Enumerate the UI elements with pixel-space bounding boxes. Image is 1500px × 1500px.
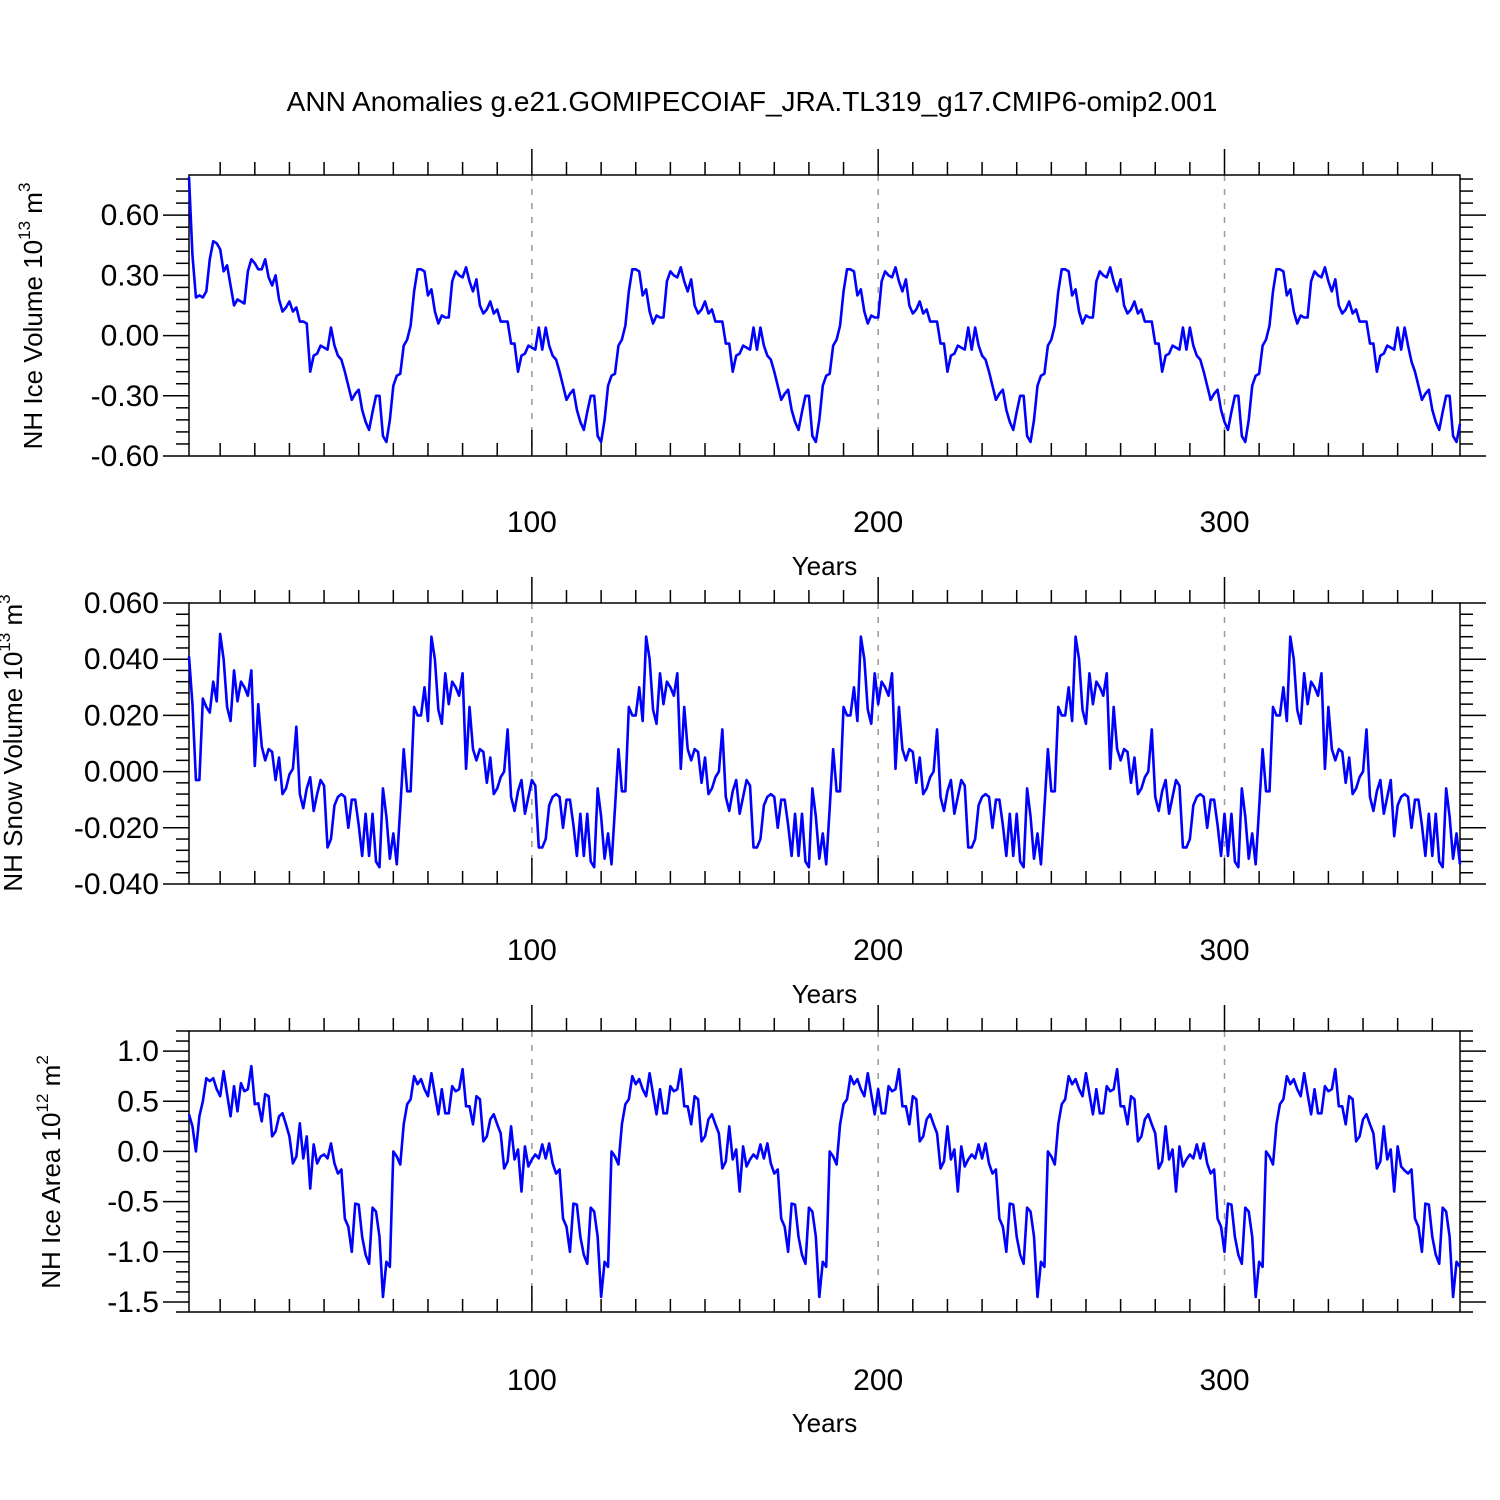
x-tick-label: 100	[507, 1364, 557, 1397]
y-tick-label: -0.30	[91, 380, 159, 413]
y-tick-label: -0.040	[74, 868, 159, 901]
y-tick-label: -0.020	[74, 812, 159, 845]
x-axis-label: Years	[792, 551, 858, 581]
x-tick-label: 200	[853, 506, 903, 539]
y-tick-label: 0.30	[101, 259, 159, 292]
x-tick-label: 200	[853, 934, 903, 967]
y-tick-label: -0.5	[107, 1186, 159, 1219]
plot-frame	[188, 174, 1461, 457]
y-tick-label: 1.0	[117, 1035, 159, 1068]
plot-frame	[188, 602, 1461, 885]
y-tick-label: 0.020	[84, 699, 159, 732]
ice-area-panel: 100 200 300 -1.5 -1.0 -0.5 0.0 0.5 1.0 Years NH Ic…	[33, 1005, 1486, 1438]
x-tick-label: 300	[1199, 1364, 1249, 1397]
y-tick-label: 0.5	[117, 1085, 159, 1118]
y-tick-label: 0.60	[101, 199, 159, 232]
y-tick-label: 0.0	[117, 1135, 159, 1168]
x-tick-label: 300	[1199, 506, 1249, 539]
y-axis-label: NH Ice Area 1012 m2	[33, 1055, 66, 1289]
y-tick-label: 0.000	[84, 756, 159, 789]
y-tick-label: 0.00	[101, 320, 159, 353]
x-tick-label: 100	[507, 506, 557, 539]
chart-title: ANN Anomalies g.e21.GOMIPECOIAF_JRA.TL31…	[287, 86, 1218, 117]
snow-volume-panel: 100 200 300 -0.040 -0.020 0.000 0.020 0.040 0.06…	[0, 577, 1486, 1009]
snow-volume-series-line	[187, 632, 1462, 869]
y-axis-label: NH Ice Volume 1013 m3	[15, 183, 48, 450]
y-tick-label: -1.0	[107, 1236, 159, 1269]
y-tick-label: 0.060	[84, 587, 159, 620]
y-axis-label: NH Snow Volume 1013 m3	[0, 594, 28, 891]
ice-volume-series-line	[187, 176, 1462, 444]
ice-area-series-line	[187, 1064, 1462, 1299]
y-tick-label: -0.60	[91, 440, 159, 473]
x-tick-label: 100	[507, 934, 557, 967]
x-axis-label: Years	[792, 1408, 858, 1438]
y-tick-label: 0.040	[84, 643, 159, 676]
x-tick-label: 200	[853, 1364, 903, 1397]
y-tick-label: -1.5	[107, 1286, 159, 1319]
x-axis-label: Years	[792, 979, 858, 1009]
chart-panels: 100 200 300 -0.60 -0.30 0.00 0.30 0.60 Years NH I…	[0, 149, 1486, 1438]
x-tick-label: 300	[1199, 934, 1249, 967]
ice-volume-panel: 100 200 300 -0.60 -0.30 0.00 0.30 0.60 Years NH I…	[15, 149, 1486, 581]
